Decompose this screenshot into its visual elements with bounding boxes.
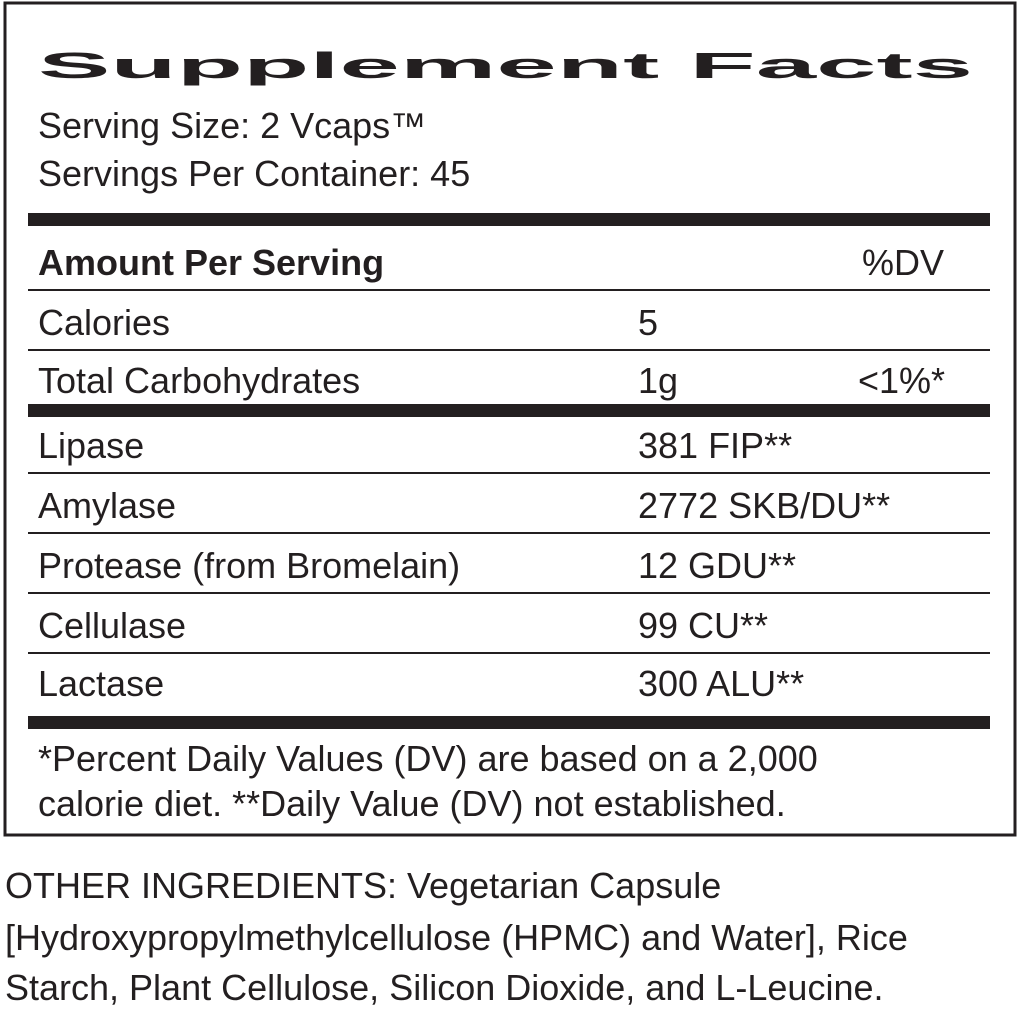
nutrient-amount: 99 CU** bbox=[638, 605, 768, 646]
other-ingredients: OTHER INGREDIENTS: Vegetarian Capsule bbox=[5, 865, 721, 906]
footnote: *Percent Daily Values (DV) are based on … bbox=[38, 738, 818, 779]
nutrient-name: Lipase bbox=[38, 425, 144, 466]
amount-header: Amount Per Serving bbox=[38, 242, 384, 283]
nutrient-name: Total Carbohydrates bbox=[38, 360, 360, 401]
nutrient-name: Cellulase bbox=[38, 605, 186, 646]
title: Supplement Facts bbox=[38, 45, 973, 86]
serving-size: Serving Size: 2 Vcaps™ bbox=[38, 105, 426, 146]
nutrient-name: Calories bbox=[38, 302, 170, 343]
nutrient-name: Protease (from Bromelain) bbox=[38, 545, 460, 586]
nutrient-dv: <1%* bbox=[858, 360, 945, 401]
nutrient-name: Lactase bbox=[38, 663, 164, 704]
nutrient-amount: 5 bbox=[638, 302, 658, 343]
thick-rule bbox=[28, 404, 990, 417]
thick-rule bbox=[28, 213, 990, 226]
nutrient-name: Amylase bbox=[38, 485, 176, 526]
nutrient-amount: 12 GDU** bbox=[638, 545, 796, 586]
other-ingredients: Starch, Plant Cellulose, Silicon Dioxide… bbox=[5, 967, 883, 1008]
dv-header: %DV bbox=[862, 242, 944, 283]
label-border bbox=[3, 1, 1017, 837]
nutrient-amount: 1g bbox=[638, 360, 678, 401]
other-ingredients: [Hydroxypropylmethylcellulose (HPMC) and… bbox=[5, 917, 908, 958]
nutrient-amount: 381 FIP** bbox=[638, 425, 792, 466]
servings-per-container: Servings Per Container: 45 bbox=[38, 153, 470, 194]
nutrient-amount: 2772 SKB/DU** bbox=[638, 485, 890, 526]
footnote: calorie diet. **Daily Value (DV) not est… bbox=[38, 783, 786, 824]
nutrient-amount: 300 ALU** bbox=[638, 663, 804, 704]
thick-rule bbox=[28, 716, 990, 729]
